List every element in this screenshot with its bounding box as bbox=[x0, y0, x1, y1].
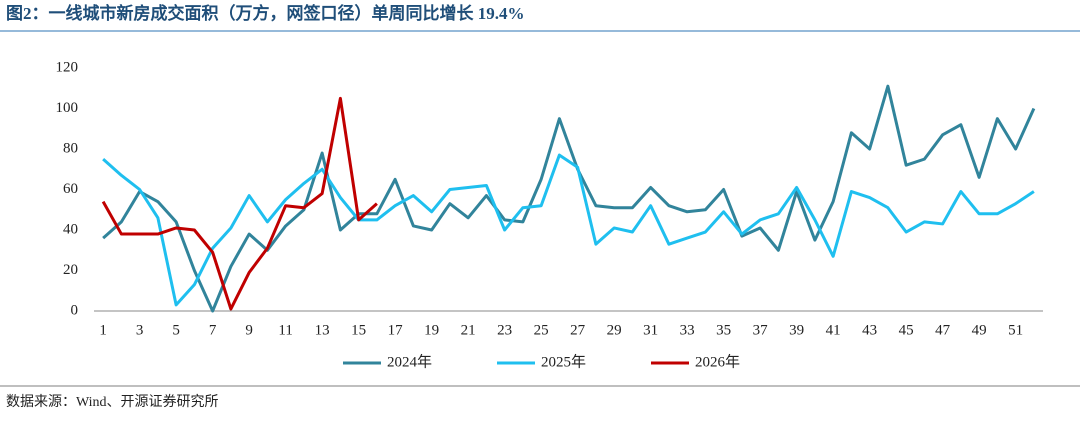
legend-label: 2024年 bbox=[387, 353, 432, 370]
x-tick-label: 15 bbox=[351, 322, 366, 338]
x-tick-label: 21 bbox=[461, 322, 476, 338]
series-line bbox=[102, 153, 1035, 307]
x-tick-label: 3 bbox=[136, 322, 144, 338]
x-tick-label: 25 bbox=[534, 322, 549, 338]
x-tick-label: 49 bbox=[972, 322, 987, 338]
x-tick-label: 41 bbox=[826, 322, 841, 338]
x-tick-label: 33 bbox=[680, 322, 695, 338]
y-tick-label: 60 bbox=[63, 181, 78, 197]
y-tick-label: 120 bbox=[56, 59, 79, 75]
x-tick-label: 9 bbox=[245, 322, 253, 338]
x-tick-label: 43 bbox=[862, 322, 877, 338]
x-tick-label: 23 bbox=[497, 322, 512, 338]
legend-label: 2025年 bbox=[541, 353, 586, 370]
x-tick-label: 11 bbox=[278, 322, 292, 338]
x-tick-label: 13 bbox=[315, 322, 330, 338]
x-tick-label: 47 bbox=[935, 322, 951, 338]
x-tick-label: 37 bbox=[753, 322, 769, 338]
x-tick-label: 35 bbox=[716, 322, 731, 338]
legend-label: 2026年 bbox=[695, 353, 740, 370]
x-tick-label: 51 bbox=[1008, 322, 1023, 338]
y-tick-label: 100 bbox=[56, 100, 79, 116]
y-tick-label: 0 bbox=[71, 302, 79, 318]
x-tick-label: 31 bbox=[643, 322, 658, 338]
x-tick-label: 29 bbox=[607, 322, 622, 338]
y-tick-label: 40 bbox=[63, 221, 78, 237]
x-tick-label: 1 bbox=[99, 322, 107, 338]
x-tick-label: 5 bbox=[172, 322, 180, 338]
x-tick-label: 39 bbox=[789, 322, 804, 338]
x-tick-label: 45 bbox=[899, 322, 914, 338]
y-tick-label: 80 bbox=[63, 140, 78, 156]
x-tick-label: 7 bbox=[209, 322, 217, 338]
series-line bbox=[102, 84, 1036, 313]
x-tick-label: 27 bbox=[570, 322, 586, 338]
y-tick-label: 20 bbox=[63, 262, 78, 278]
x-tick-label: 19 bbox=[424, 322, 439, 338]
chart-title: 图2：一线城市新房成交面积（万方，网签口径）单周同比增长 19.4% bbox=[6, 3, 525, 23]
source: 数据来源：Wind、开源证券研究所 bbox=[6, 394, 219, 410]
x-tick-label: 17 bbox=[388, 322, 404, 338]
series-line bbox=[101, 96, 378, 311]
